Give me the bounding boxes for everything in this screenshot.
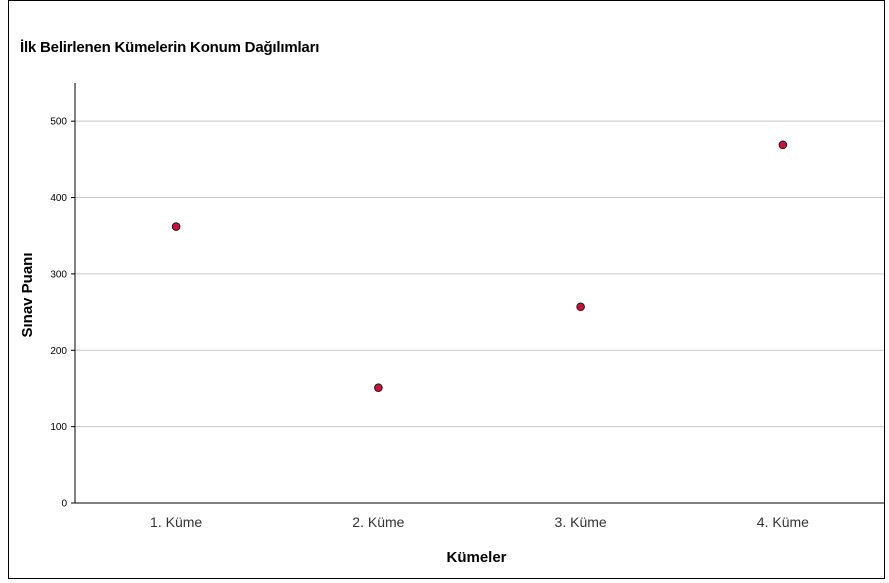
grid-lines [75, 120, 884, 428]
x-tick-label: 1. Küme [150, 514, 202, 530]
y-tick-label: 400 [50, 193, 67, 204]
x-tick-label: 3. Küme [555, 514, 607, 530]
y-tick-label: 100 [50, 422, 67, 433]
x-tick-label: 4. Küme [757, 514, 809, 530]
chart-title: İlk Belirlenen Kümelerin Konum Dağılımla… [20, 39, 320, 56]
x-tick-labels: 1. Küme 2. Küme 3. Küme 4. Küme [150, 514, 809, 530]
chart-frame [8, 0, 885, 579]
data-point [374, 383, 383, 392]
data-point [576, 302, 585, 312]
data-points [171, 140, 788, 392]
y-axis-title: Sınav Puanı [19, 252, 36, 337]
data-point [171, 222, 181, 231]
y-tick-labels: 0 100 200 300 400 500 [50, 117, 67, 510]
axes [71, 83, 884, 504]
x-axis-title: Kümeler [446, 549, 506, 566]
y-tick-label: 300 [50, 269, 67, 280]
y-tick-label: 200 [50, 346, 67, 357]
y-tick-label: 0 [61, 499, 67, 510]
y-tick-label: 500 [50, 117, 67, 128]
x-tick-label: 2. Küme [352, 514, 404, 530]
data-point [778, 140, 788, 150]
